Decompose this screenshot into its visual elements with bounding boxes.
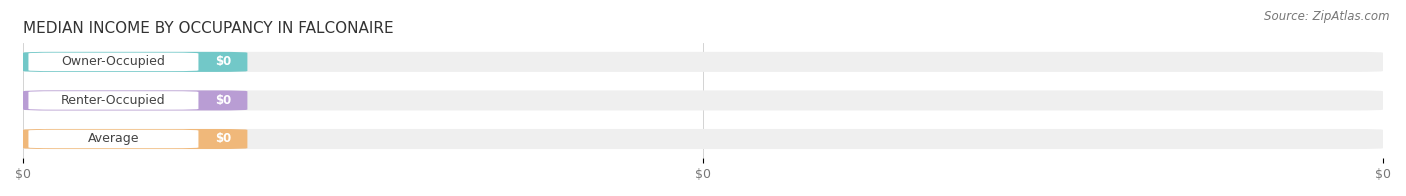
FancyBboxPatch shape bbox=[22, 52, 1384, 72]
Text: Source: ZipAtlas.com: Source: ZipAtlas.com bbox=[1264, 10, 1389, 23]
FancyBboxPatch shape bbox=[28, 91, 198, 110]
Text: Average: Average bbox=[87, 132, 139, 145]
Text: $0: $0 bbox=[215, 94, 231, 107]
FancyBboxPatch shape bbox=[22, 129, 247, 149]
FancyBboxPatch shape bbox=[28, 130, 198, 148]
FancyBboxPatch shape bbox=[22, 129, 1384, 149]
Text: Renter-Occupied: Renter-Occupied bbox=[60, 94, 166, 107]
FancyBboxPatch shape bbox=[22, 52, 247, 72]
Text: $0: $0 bbox=[215, 55, 231, 68]
Text: $0: $0 bbox=[215, 132, 231, 145]
FancyBboxPatch shape bbox=[22, 90, 247, 111]
Text: MEDIAN INCOME BY OCCUPANCY IN FALCONAIRE: MEDIAN INCOME BY OCCUPANCY IN FALCONAIRE bbox=[22, 21, 394, 36]
FancyBboxPatch shape bbox=[22, 90, 1384, 111]
FancyBboxPatch shape bbox=[28, 53, 198, 71]
Text: Owner-Occupied: Owner-Occupied bbox=[62, 55, 166, 68]
